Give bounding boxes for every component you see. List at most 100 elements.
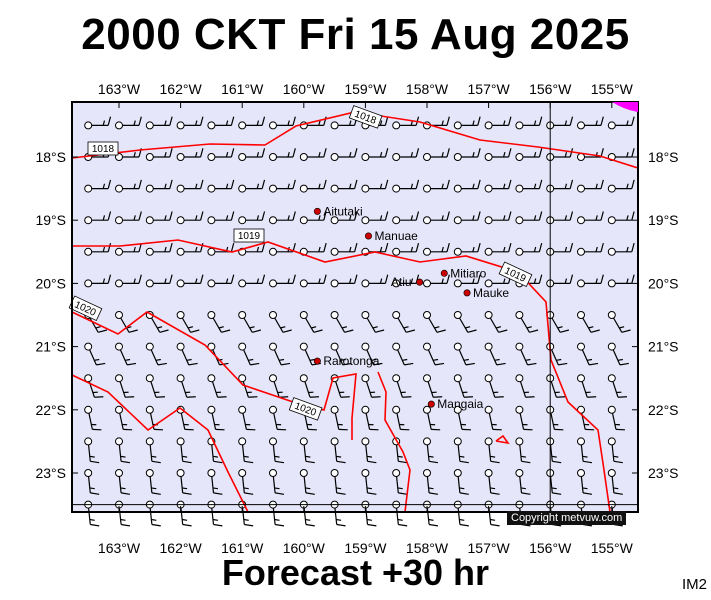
barb-feather — [496, 362, 506, 366]
barb-feather — [508, 242, 512, 252]
barb-feather — [428, 492, 439, 495]
barb-feather — [477, 211, 481, 221]
wind-barb — [361, 374, 381, 398]
barb-station-circle — [515, 342, 524, 351]
barb-feather — [212, 487, 219, 490]
barb-feather — [463, 358, 469, 361]
barb-feather — [564, 278, 568, 284]
barb-feather — [248, 358, 254, 361]
barb-station-circle — [84, 469, 93, 477]
barb-station-circle — [423, 405, 431, 414]
axis-tick-layer: 163°W 163°W 162°W 162°W 161°W 161°W 160°W 160°W… — [35, 81, 678, 556]
lon-tick-top: 163°W — [98, 81, 141, 97]
barb-station-circle — [607, 121, 616, 130]
barb-feather — [195, 120, 198, 126]
barb-station-circle — [484, 247, 493, 256]
barb-feather — [309, 358, 315, 361]
barb-station-circle — [423, 469, 431, 477]
wind-barb — [84, 242, 112, 256]
isobar-label-box — [233, 228, 265, 243]
barb-feather — [503, 120, 506, 126]
barb-feather — [595, 278, 598, 284]
wind-barb — [176, 342, 198, 366]
barb-feather — [569, 242, 574, 252]
barb-station-circle — [392, 311, 401, 319]
barb-station-circle — [299, 279, 308, 288]
wind-barb — [115, 437, 131, 464]
barb-station-circle — [484, 311, 493, 319]
barb-feather — [472, 152, 475, 158]
barb-station-circle — [84, 247, 93, 256]
barb-station-circle — [299, 153, 308, 161]
barb-feather — [533, 120, 537, 126]
barb-feather — [564, 246, 568, 252]
wind-barb — [392, 116, 420, 130]
barb-station-circle — [115, 184, 123, 193]
station-mauke: Mauke — [463, 286, 509, 300]
barb-station-circle — [453, 121, 462, 130]
wind-barb — [361, 274, 389, 288]
barb-feather — [305, 455, 311, 458]
barb-feather — [403, 326, 409, 329]
wind-barb — [392, 405, 410, 431]
barb-feather — [250, 362, 260, 366]
station-label: Mangaia — [437, 397, 483, 411]
barb-feather — [569, 211, 574, 221]
isobar-label-text: 1018 — [92, 144, 115, 155]
wind-barb — [515, 242, 543, 256]
barb-feather — [441, 246, 444, 252]
wind-barb — [607, 374, 627, 398]
station-layer: Aitutaki Manuae Atiu Mitiaro Mauke Rarotonga M… — [313, 204, 509, 411]
barb-feather — [261, 242, 266, 252]
lon-tick-bottom: 155°W — [591, 540, 634, 556]
wind-barb — [484, 374, 504, 398]
wind-barb — [269, 148, 296, 161]
barb-feather — [138, 116, 142, 126]
barb-feather — [213, 492, 223, 495]
wind-barb — [392, 374, 412, 398]
wind-barb — [299, 211, 327, 225]
barb-feather — [261, 274, 266, 284]
barb-feather — [590, 329, 600, 333]
wind-barb — [238, 342, 260, 366]
barb-station-circle — [607, 247, 616, 256]
barb-feather — [472, 183, 475, 189]
barb-feather — [243, 455, 249, 458]
barb-station-circle — [577, 469, 585, 477]
barb-station-circle — [607, 311, 616, 319]
barb-feather — [169, 179, 173, 189]
barb-station-circle — [607, 184, 616, 193]
barb-station-circle — [269, 437, 277, 446]
barb-feather — [164, 152, 167, 158]
barb-feather — [508, 179, 512, 189]
barb-station-circle — [238, 121, 247, 130]
barb-feather — [95, 326, 101, 329]
barb-feather — [527, 362, 537, 366]
barb-station-circle — [330, 153, 339, 161]
lat-tick-left: 18°S — [35, 149, 66, 165]
barb-station-circle — [115, 374, 123, 383]
barb-station-circle — [299, 342, 308, 351]
barb-feather — [274, 492, 285, 495]
lon-tick-bottom: 160°W — [283, 540, 326, 556]
barb-feather — [169, 116, 173, 126]
wind-barb — [515, 469, 531, 495]
barb-feather — [225, 183, 229, 189]
barb-feather — [588, 326, 594, 329]
barb-feather — [366, 487, 373, 490]
wind-barb — [577, 179, 604, 193]
barb-station-circle — [484, 121, 493, 130]
barb-feather — [626, 183, 629, 189]
barb-feather — [441, 152, 444, 158]
barb-feather — [256, 120, 260, 126]
barb-feather — [552, 492, 562, 495]
barb-station-circle — [423, 342, 431, 351]
barb-feather — [465, 326, 471, 329]
barb-feather — [200, 242, 204, 252]
barb-feather — [133, 246, 136, 252]
barb-feather — [102, 183, 106, 189]
barb-feather — [274, 518, 280, 521]
barb-feather — [225, 278, 229, 284]
barb-feather — [279, 358, 285, 361]
wind-barb — [115, 342, 137, 366]
